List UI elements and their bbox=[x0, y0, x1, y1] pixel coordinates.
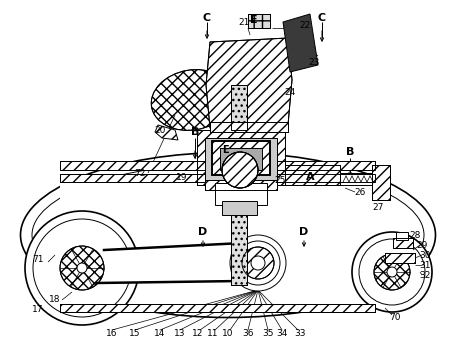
Bar bbox=[285, 165, 340, 185]
Bar bbox=[231, 177, 247, 285]
Text: 36: 36 bbox=[242, 329, 254, 337]
Polygon shape bbox=[155, 125, 178, 140]
Bar bbox=[248, 14, 270, 28]
Text: 71: 71 bbox=[32, 256, 44, 265]
Text: 17: 17 bbox=[32, 305, 44, 314]
Bar bbox=[205, 180, 277, 190]
Text: C: C bbox=[318, 13, 326, 23]
Ellipse shape bbox=[151, 69, 233, 130]
Bar bbox=[393, 238, 413, 248]
Circle shape bbox=[60, 246, 104, 290]
Bar bbox=[215, 183, 267, 205]
Polygon shape bbox=[206, 38, 292, 128]
Bar bbox=[222, 201, 257, 215]
Text: 24: 24 bbox=[284, 87, 296, 97]
Ellipse shape bbox=[20, 152, 435, 318]
Bar bbox=[205, 180, 277, 190]
Bar bbox=[60, 304, 375, 312]
Text: D: D bbox=[299, 227, 309, 237]
Circle shape bbox=[374, 254, 410, 290]
Circle shape bbox=[230, 235, 286, 291]
Text: 23: 23 bbox=[308, 57, 320, 66]
Text: 21: 21 bbox=[238, 18, 250, 26]
Circle shape bbox=[222, 152, 258, 188]
Circle shape bbox=[387, 267, 397, 277]
Bar bbox=[372, 165, 390, 200]
Bar bbox=[231, 177, 247, 285]
Text: 27: 27 bbox=[372, 203, 384, 212]
Bar bbox=[231, 85, 247, 130]
Text: 15: 15 bbox=[129, 329, 141, 337]
Circle shape bbox=[77, 263, 87, 273]
Text: 19: 19 bbox=[176, 172, 188, 182]
Text: 32: 32 bbox=[419, 270, 431, 279]
Circle shape bbox=[236, 241, 280, 285]
Text: 26: 26 bbox=[354, 187, 365, 196]
Text: 72: 72 bbox=[134, 169, 146, 178]
Bar bbox=[60, 174, 375, 182]
Text: 10: 10 bbox=[222, 329, 234, 337]
Text: 29: 29 bbox=[416, 240, 428, 249]
Text: 30: 30 bbox=[419, 250, 431, 259]
Bar bbox=[385, 253, 415, 263]
Text: 20: 20 bbox=[154, 126, 166, 135]
Bar bbox=[231, 85, 247, 130]
Bar bbox=[393, 238, 413, 248]
Bar bbox=[212, 141, 270, 175]
Bar bbox=[385, 253, 415, 263]
Text: 13: 13 bbox=[174, 329, 186, 337]
Polygon shape bbox=[97, 243, 243, 283]
Text: 35: 35 bbox=[262, 329, 274, 337]
Circle shape bbox=[25, 211, 139, 325]
Bar bbox=[248, 14, 270, 28]
Text: 14: 14 bbox=[154, 329, 166, 337]
Circle shape bbox=[352, 232, 432, 312]
Text: 34: 34 bbox=[276, 329, 288, 337]
Bar bbox=[60, 177, 375, 312]
Bar bbox=[60, 161, 375, 170]
Bar bbox=[197, 130, 285, 185]
Bar bbox=[285, 165, 340, 185]
Text: 12: 12 bbox=[192, 329, 204, 337]
Circle shape bbox=[359, 239, 425, 305]
Bar bbox=[372, 165, 390, 200]
Text: B: B bbox=[346, 147, 354, 157]
Text: 18: 18 bbox=[49, 295, 61, 304]
Text: 28: 28 bbox=[410, 230, 421, 239]
Circle shape bbox=[242, 247, 274, 279]
Circle shape bbox=[33, 219, 131, 317]
Bar bbox=[393, 238, 413, 248]
Text: D: D bbox=[198, 227, 207, 237]
Bar bbox=[197, 130, 285, 185]
Bar bbox=[60, 304, 375, 312]
Text: 22: 22 bbox=[299, 21, 311, 30]
Bar bbox=[210, 122, 288, 132]
Polygon shape bbox=[283, 14, 318, 72]
Text: 16: 16 bbox=[106, 329, 118, 337]
Bar bbox=[60, 161, 375, 170]
Circle shape bbox=[251, 256, 265, 270]
Text: C: C bbox=[203, 13, 211, 23]
Text: A: A bbox=[306, 172, 314, 182]
Text: B: B bbox=[191, 127, 199, 137]
Text: 31: 31 bbox=[419, 260, 431, 269]
Bar bbox=[210, 122, 288, 132]
Bar bbox=[212, 141, 270, 175]
Bar bbox=[396, 232, 408, 240]
Text: 11: 11 bbox=[207, 329, 219, 337]
Bar bbox=[340, 173, 375, 185]
Text: 25: 25 bbox=[274, 175, 286, 184]
Text: 70: 70 bbox=[389, 313, 401, 323]
Text: E: E bbox=[222, 145, 228, 155]
Bar bbox=[220, 148, 262, 170]
Bar bbox=[205, 138, 277, 180]
Text: 33: 33 bbox=[294, 329, 306, 337]
Bar bbox=[60, 174, 375, 182]
Text: E: E bbox=[250, 15, 258, 25]
Bar bbox=[285, 165, 340, 185]
